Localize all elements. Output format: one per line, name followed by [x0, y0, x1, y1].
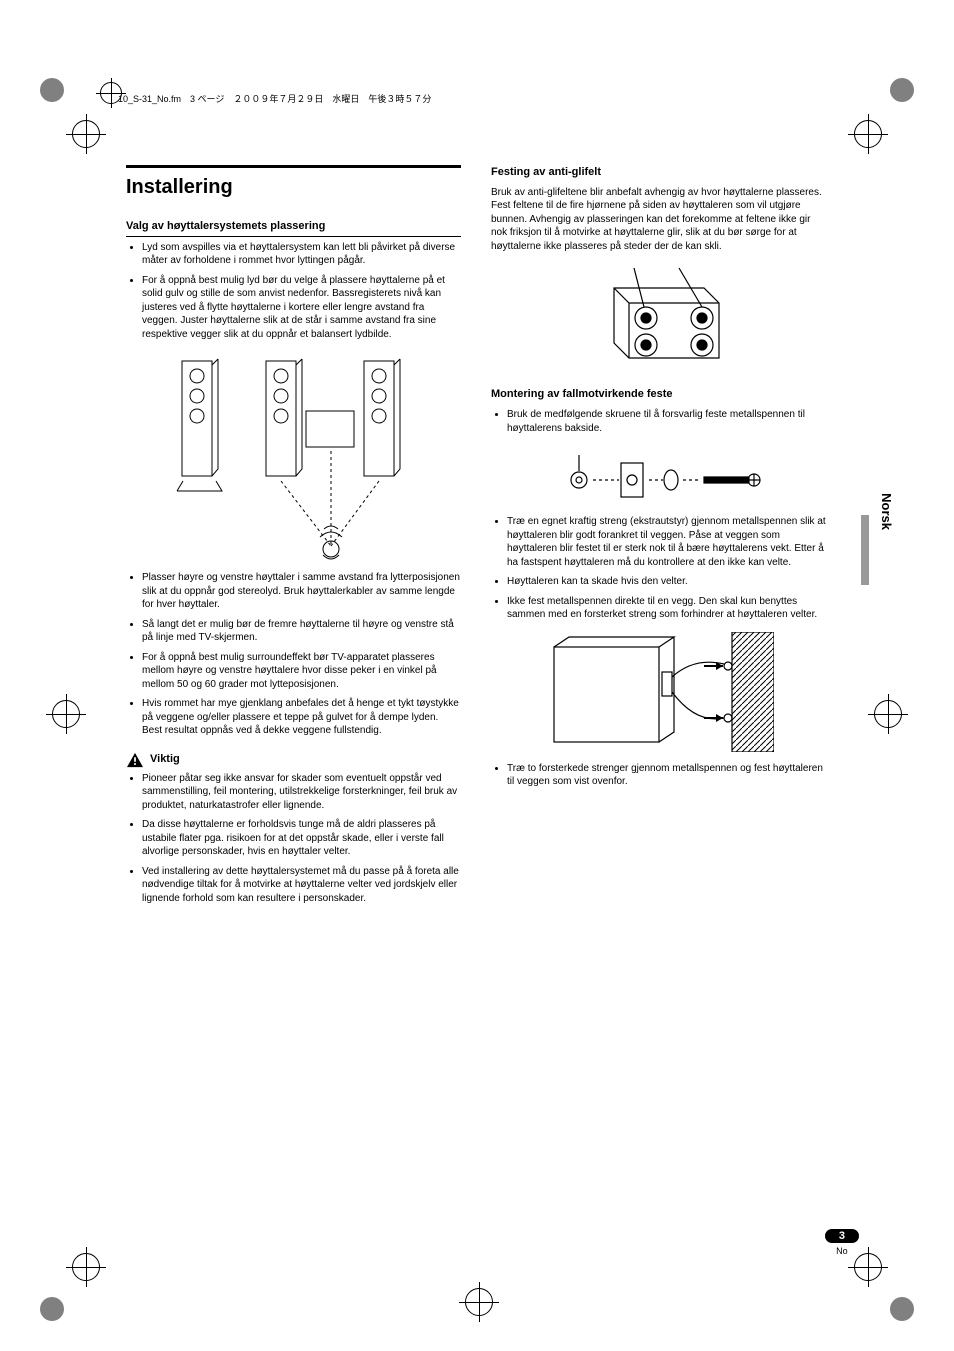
- page-content: Installering Valg av høyttalersystemets …: [126, 165, 826, 911]
- heading-fallbracket: Montering av fallmotvirkende feste: [491, 387, 826, 402]
- list-item: Så langt det er mulig bør de fremre høyt…: [142, 618, 461, 645]
- warning-icon: [126, 752, 144, 768]
- list-item: Høyttaleren kan ta skade hvis den velter…: [507, 575, 826, 589]
- figure-bracket-assembly: [491, 445, 826, 505]
- reg-ml: [52, 700, 80, 728]
- left-column: Installering Valg av høyttalersystemets …: [126, 165, 461, 911]
- page-lang: No: [825, 1246, 859, 1256]
- placement-list-2: Plasser høyre og venstre høyttaler i sam…: [126, 571, 461, 738]
- side-tab: [861, 515, 869, 585]
- heading-placement: Valg av høyttalersystemets plassering: [126, 219, 461, 237]
- list-item: Træ to forsterkede strenger gjennom meta…: [507, 762, 826, 789]
- reg-bc: [465, 1288, 493, 1316]
- important-list: Pioneer påtar seg ikke ansvar for skader…: [126, 772, 461, 906]
- placement-list-1: Lyd som avspilles via et høyttalersystem…: [126, 241, 461, 342]
- bracket-list-2: Træ en egnet kraftig streng (ekstrautsty…: [491, 515, 826, 622]
- heading-antislip: Festing av anti-glifelt: [491, 165, 826, 180]
- running-header: 10_S-31_No.fm 3 ページ ２００９年７月２９日 水曜日 午後３時５…: [118, 92, 431, 105]
- crop-dot-br: [890, 1297, 914, 1321]
- side-lang-label: Norsk: [879, 493, 894, 530]
- figure-antislip-pads: [491, 263, 826, 373]
- section-title: Installering: [126, 165, 461, 201]
- reg-br: [854, 1253, 882, 1281]
- list-item: Hvis rommet har mye gjenklang anbefales …: [142, 697, 461, 738]
- list-item: Da disse høyttalerne er forholdsvis tung…: [142, 818, 461, 859]
- bracket-list-1: Bruk de medfølgende skruene til å forsva…: [491, 408, 826, 435]
- list-item: Ikke fest metallspennen direkte til en v…: [507, 595, 826, 622]
- important-heading-row: Viktig: [126, 752, 461, 768]
- bracket-list-3: Træ to forsterkede strenger gjennom meta…: [491, 762, 826, 789]
- list-item: Pioneer påtar seg ikke ansvar for skader…: [142, 772, 461, 813]
- crop-dot-tr: [890, 78, 914, 102]
- list-item: Plasser høyre og venstre høyttaler i sam…: [142, 571, 461, 612]
- crop-dot-tl: [40, 78, 64, 102]
- list-item: Ved installering av dette høyttalersyste…: [142, 865, 461, 906]
- list-item: Træ en egnet kraftig streng (ekstrautsty…: [507, 515, 826, 569]
- list-item: Lyd som avspilles via et høyttalersystem…: [142, 241, 461, 268]
- crop-dot-bl: [40, 1297, 64, 1321]
- list-item: For å oppnå best mulig lyd bør du velge …: [142, 274, 461, 342]
- reg-bl: [72, 1253, 100, 1281]
- right-column: Festing av anti-glifelt Bruk av anti-gli…: [491, 165, 826, 911]
- reg-mr: [874, 700, 902, 728]
- list-item: For å oppnå best mulig surroundeffekt bø…: [142, 651, 461, 692]
- page-number: 3: [825, 1229, 859, 1243]
- reg-tl: [72, 120, 100, 148]
- page-badge: 3 No: [825, 1226, 859, 1256]
- figure-speaker-layout: [126, 351, 461, 561]
- figure-wall-anchor: [491, 632, 826, 752]
- antislip-para: Bruk av anti-glifeltene blir anbefalt av…: [491, 186, 826, 254]
- important-label: Viktig: [150, 752, 180, 767]
- list-item: Bruk de medfølgende skruene til å forsva…: [507, 408, 826, 435]
- reg-tr: [854, 120, 882, 148]
